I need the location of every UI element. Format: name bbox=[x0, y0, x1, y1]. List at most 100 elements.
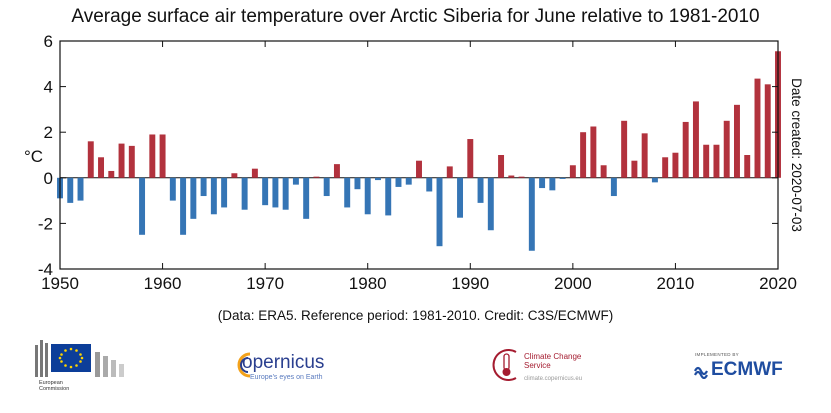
c3s-logo: Climate Change Service climate.copernicu… bbox=[490, 346, 630, 392]
bar-1978 bbox=[344, 177, 351, 208]
eu-flag-icon bbox=[35, 340, 124, 377]
bar-chart: -4 -2 0 2 4 6 1950 1960 1970 1980 1990 2000 2010 2020… bbox=[24, 32, 804, 293]
bar-2012 bbox=[692, 101, 699, 178]
chart-title: Average surface air temperature over Arc… bbox=[71, 6, 760, 27]
bar-1958 bbox=[139, 177, 146, 235]
bar-1964 bbox=[200, 177, 207, 197]
y-tick-label: 2 bbox=[44, 123, 53, 142]
bar-2004 bbox=[610, 177, 617, 197]
bar-2016 bbox=[733, 104, 740, 178]
y-tick-label: -4 bbox=[38, 260, 53, 279]
copernicus-logo: opernicus Europe's eyes on Earth bbox=[232, 348, 352, 388]
bar-1968 bbox=[241, 177, 248, 210]
bar-1952 bbox=[77, 177, 84, 201]
bar-1954 bbox=[98, 157, 105, 178]
bar-1991 bbox=[477, 177, 484, 203]
bar-1993 bbox=[498, 155, 505, 178]
bar-2009 bbox=[662, 157, 669, 178]
x-tick-label: 1970 bbox=[246, 274, 284, 293]
bar-1987 bbox=[436, 177, 443, 247]
chart-ticks: -4 -2 0 2 4 6 1950 1960 1970 1980 1990 2000 2010 2020 bbox=[38, 32, 797, 293]
bar-1980 bbox=[364, 177, 371, 215]
bar-1963 bbox=[190, 177, 197, 219]
bar-1982 bbox=[385, 177, 392, 216]
bar-1996 bbox=[528, 177, 535, 251]
credit-text: (Data: ERA5. Reference period: 1981-2010… bbox=[217, 308, 614, 323]
c3s-name: Climate Change Service bbox=[524, 352, 582, 370]
date-created-label: Date created: 2020-07-03 bbox=[789, 78, 804, 232]
x-tick-label: 2010 bbox=[657, 274, 695, 293]
bar-1956 bbox=[118, 143, 125, 178]
bar-2019 bbox=[764, 84, 771, 178]
bar-1951 bbox=[67, 177, 74, 203]
copernicus-tagline: Europe's eyes on Earth bbox=[250, 374, 323, 381]
bar-2017 bbox=[744, 155, 751, 178]
bar-1971 bbox=[272, 177, 279, 208]
bar-1965 bbox=[210, 177, 217, 215]
bar-1976 bbox=[323, 177, 330, 197]
eu-caption-line1: European bbox=[39, 380, 63, 386]
x-tick-label: 1980 bbox=[349, 274, 387, 293]
bar-2013 bbox=[703, 144, 710, 178]
y-tick-label: 0 bbox=[44, 169, 53, 188]
chart-bars bbox=[57, 51, 781, 251]
copernicus-wordmark: opernicus bbox=[242, 352, 325, 373]
bar-1960 bbox=[159, 134, 166, 178]
ecmwf-logo: IMPLEMENTED BY ECMWF bbox=[693, 352, 803, 386]
bar-1995 bbox=[518, 176, 525, 178]
bar-1990 bbox=[467, 139, 474, 178]
bar-2011 bbox=[682, 121, 689, 178]
bar-2007 bbox=[641, 133, 648, 178]
y-tick-label: 4 bbox=[44, 78, 53, 97]
bar-2000 bbox=[569, 165, 576, 178]
c3s-url: climate.copernicus.eu bbox=[524, 376, 583, 382]
bar-1973 bbox=[292, 177, 299, 185]
x-tick-label: 1990 bbox=[451, 274, 489, 293]
bar-1962 bbox=[180, 177, 187, 235]
bar-1989 bbox=[457, 177, 464, 218]
bar-2015 bbox=[723, 120, 730, 178]
y-tick-label: 6 bbox=[44, 32, 53, 51]
bar-2005 bbox=[621, 120, 628, 178]
bar-1986 bbox=[426, 177, 433, 192]
european-commission-logo: European Commission bbox=[35, 340, 165, 398]
copernicus-c-icon bbox=[237, 352, 251, 378]
bar-1988 bbox=[446, 166, 453, 178]
x-tick-label: 1960 bbox=[144, 274, 182, 293]
bar-1981 bbox=[374, 177, 381, 181]
bar-1959 bbox=[149, 134, 156, 178]
bar-1970 bbox=[262, 177, 269, 206]
bar-1985 bbox=[416, 160, 422, 178]
bar-1961 bbox=[169, 177, 176, 201]
bar-1983 bbox=[395, 177, 402, 187]
bar-1977 bbox=[333, 164, 340, 178]
eu-caption-line2: Commission bbox=[39, 386, 70, 392]
bar-1979 bbox=[354, 177, 361, 190]
y-axis-label: °C bbox=[24, 147, 43, 166]
bar-1984 bbox=[405, 177, 412, 185]
x-tick-label: 1950 bbox=[41, 274, 79, 293]
ecmwf-swirl-icon bbox=[694, 366, 708, 379]
bar-2008 bbox=[651, 177, 658, 183]
thermometer-icon bbox=[492, 349, 517, 381]
bar-1972 bbox=[282, 177, 289, 210]
bar-2010 bbox=[672, 152, 679, 178]
bar-2006 bbox=[631, 160, 638, 178]
plot-frame bbox=[59, 40, 779, 270]
ecmwf-wordmark: ECMWF bbox=[711, 359, 783, 380]
bar-1998 bbox=[549, 177, 556, 191]
bar-1994 bbox=[508, 175, 515, 178]
bar-1969 bbox=[251, 168, 258, 178]
y-tick-label: -2 bbox=[38, 214, 53, 233]
bar-1997 bbox=[539, 177, 546, 189]
x-tick-label: 2020 bbox=[759, 274, 797, 293]
x-tick-label: 2000 bbox=[554, 274, 592, 293]
bar-2001 bbox=[580, 132, 587, 178]
ecmwf-implemented-by: IMPLEMENTED BY bbox=[695, 352, 739, 357]
bar-2014 bbox=[713, 144, 720, 178]
bar-1974 bbox=[303, 177, 310, 219]
bar-1992 bbox=[487, 177, 494, 231]
bar-1955 bbox=[108, 170, 115, 178]
bar-2018 bbox=[754, 78, 761, 178]
bar-1957 bbox=[128, 145, 135, 178]
